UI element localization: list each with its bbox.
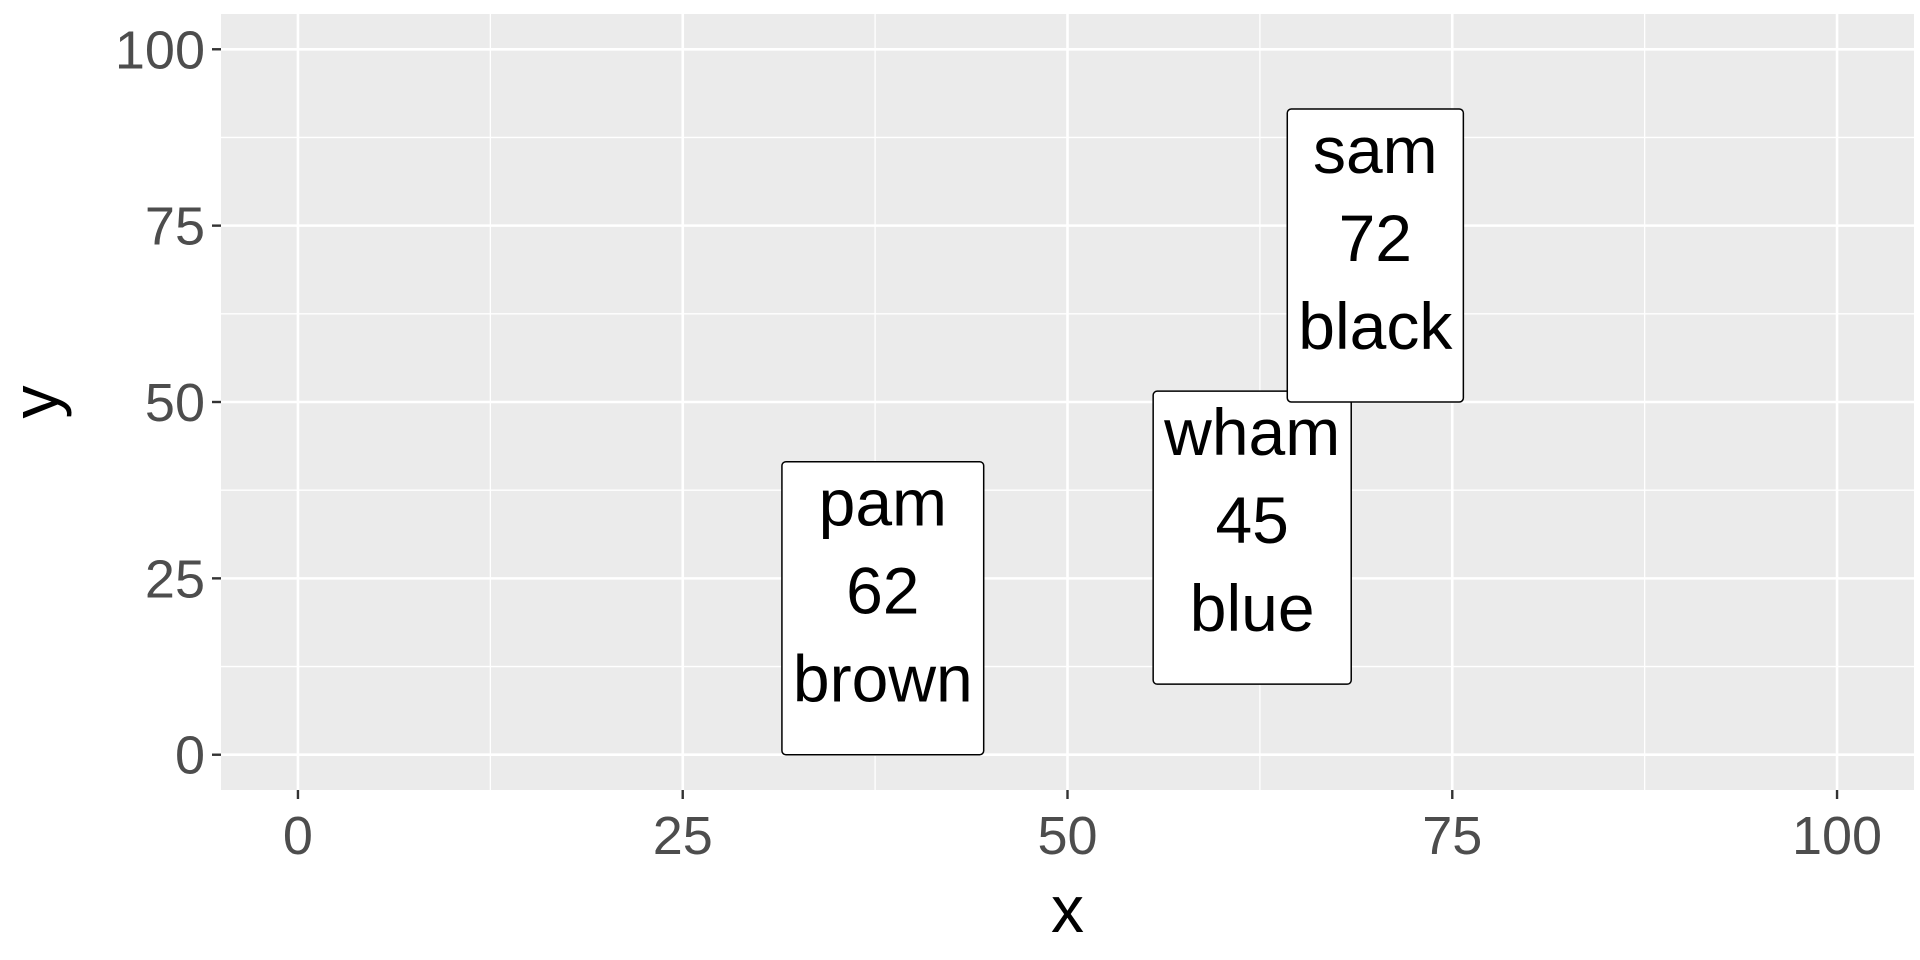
data-label-line: 72 xyxy=(1339,201,1412,275)
y-tick-label: 50 xyxy=(145,373,205,433)
data-label-box xyxy=(1286,108,1465,403)
data-label: pam 62 brown xyxy=(781,460,985,756)
y-tick-label: 100 xyxy=(115,20,205,80)
x-tick-label: 75 xyxy=(1422,806,1482,866)
x-axis-title: x xyxy=(1051,872,1084,946)
data-label-line: 45 xyxy=(1215,483,1288,557)
data-labels: pam 62 brown wham 45 blue sam 72 black xyxy=(781,108,1465,756)
y-axis: 0 25 50 75 100 xyxy=(115,20,221,786)
y-tick-label: 75 xyxy=(145,197,205,257)
data-label: wham 45 blue xyxy=(1152,390,1352,685)
y-tick-label: 25 xyxy=(145,549,205,609)
data-label-line: pam xyxy=(819,466,947,540)
data-label-box xyxy=(1152,390,1352,685)
data-label-line: black xyxy=(1298,289,1453,363)
y-tick-label: 0 xyxy=(175,726,205,786)
x-tick-label: 50 xyxy=(1037,806,1097,866)
grid-lines xyxy=(221,14,1914,790)
x-tick-label: 0 xyxy=(283,806,313,866)
x-tick-label: 100 xyxy=(1792,806,1882,866)
data-label-line: brown xyxy=(793,642,973,716)
data-label-box xyxy=(781,460,985,756)
data-label: sam 72 black xyxy=(1286,108,1465,403)
data-label-line: sam xyxy=(1313,113,1438,187)
x-axis: 0 25 50 75 100 xyxy=(283,790,1882,866)
data-label-line: 62 xyxy=(846,554,919,628)
data-label-line: wham xyxy=(1163,395,1340,469)
y-axis-title: y xyxy=(0,386,72,419)
data-label-line: blue xyxy=(1190,571,1315,645)
x-tick-label: 25 xyxy=(653,806,713,866)
